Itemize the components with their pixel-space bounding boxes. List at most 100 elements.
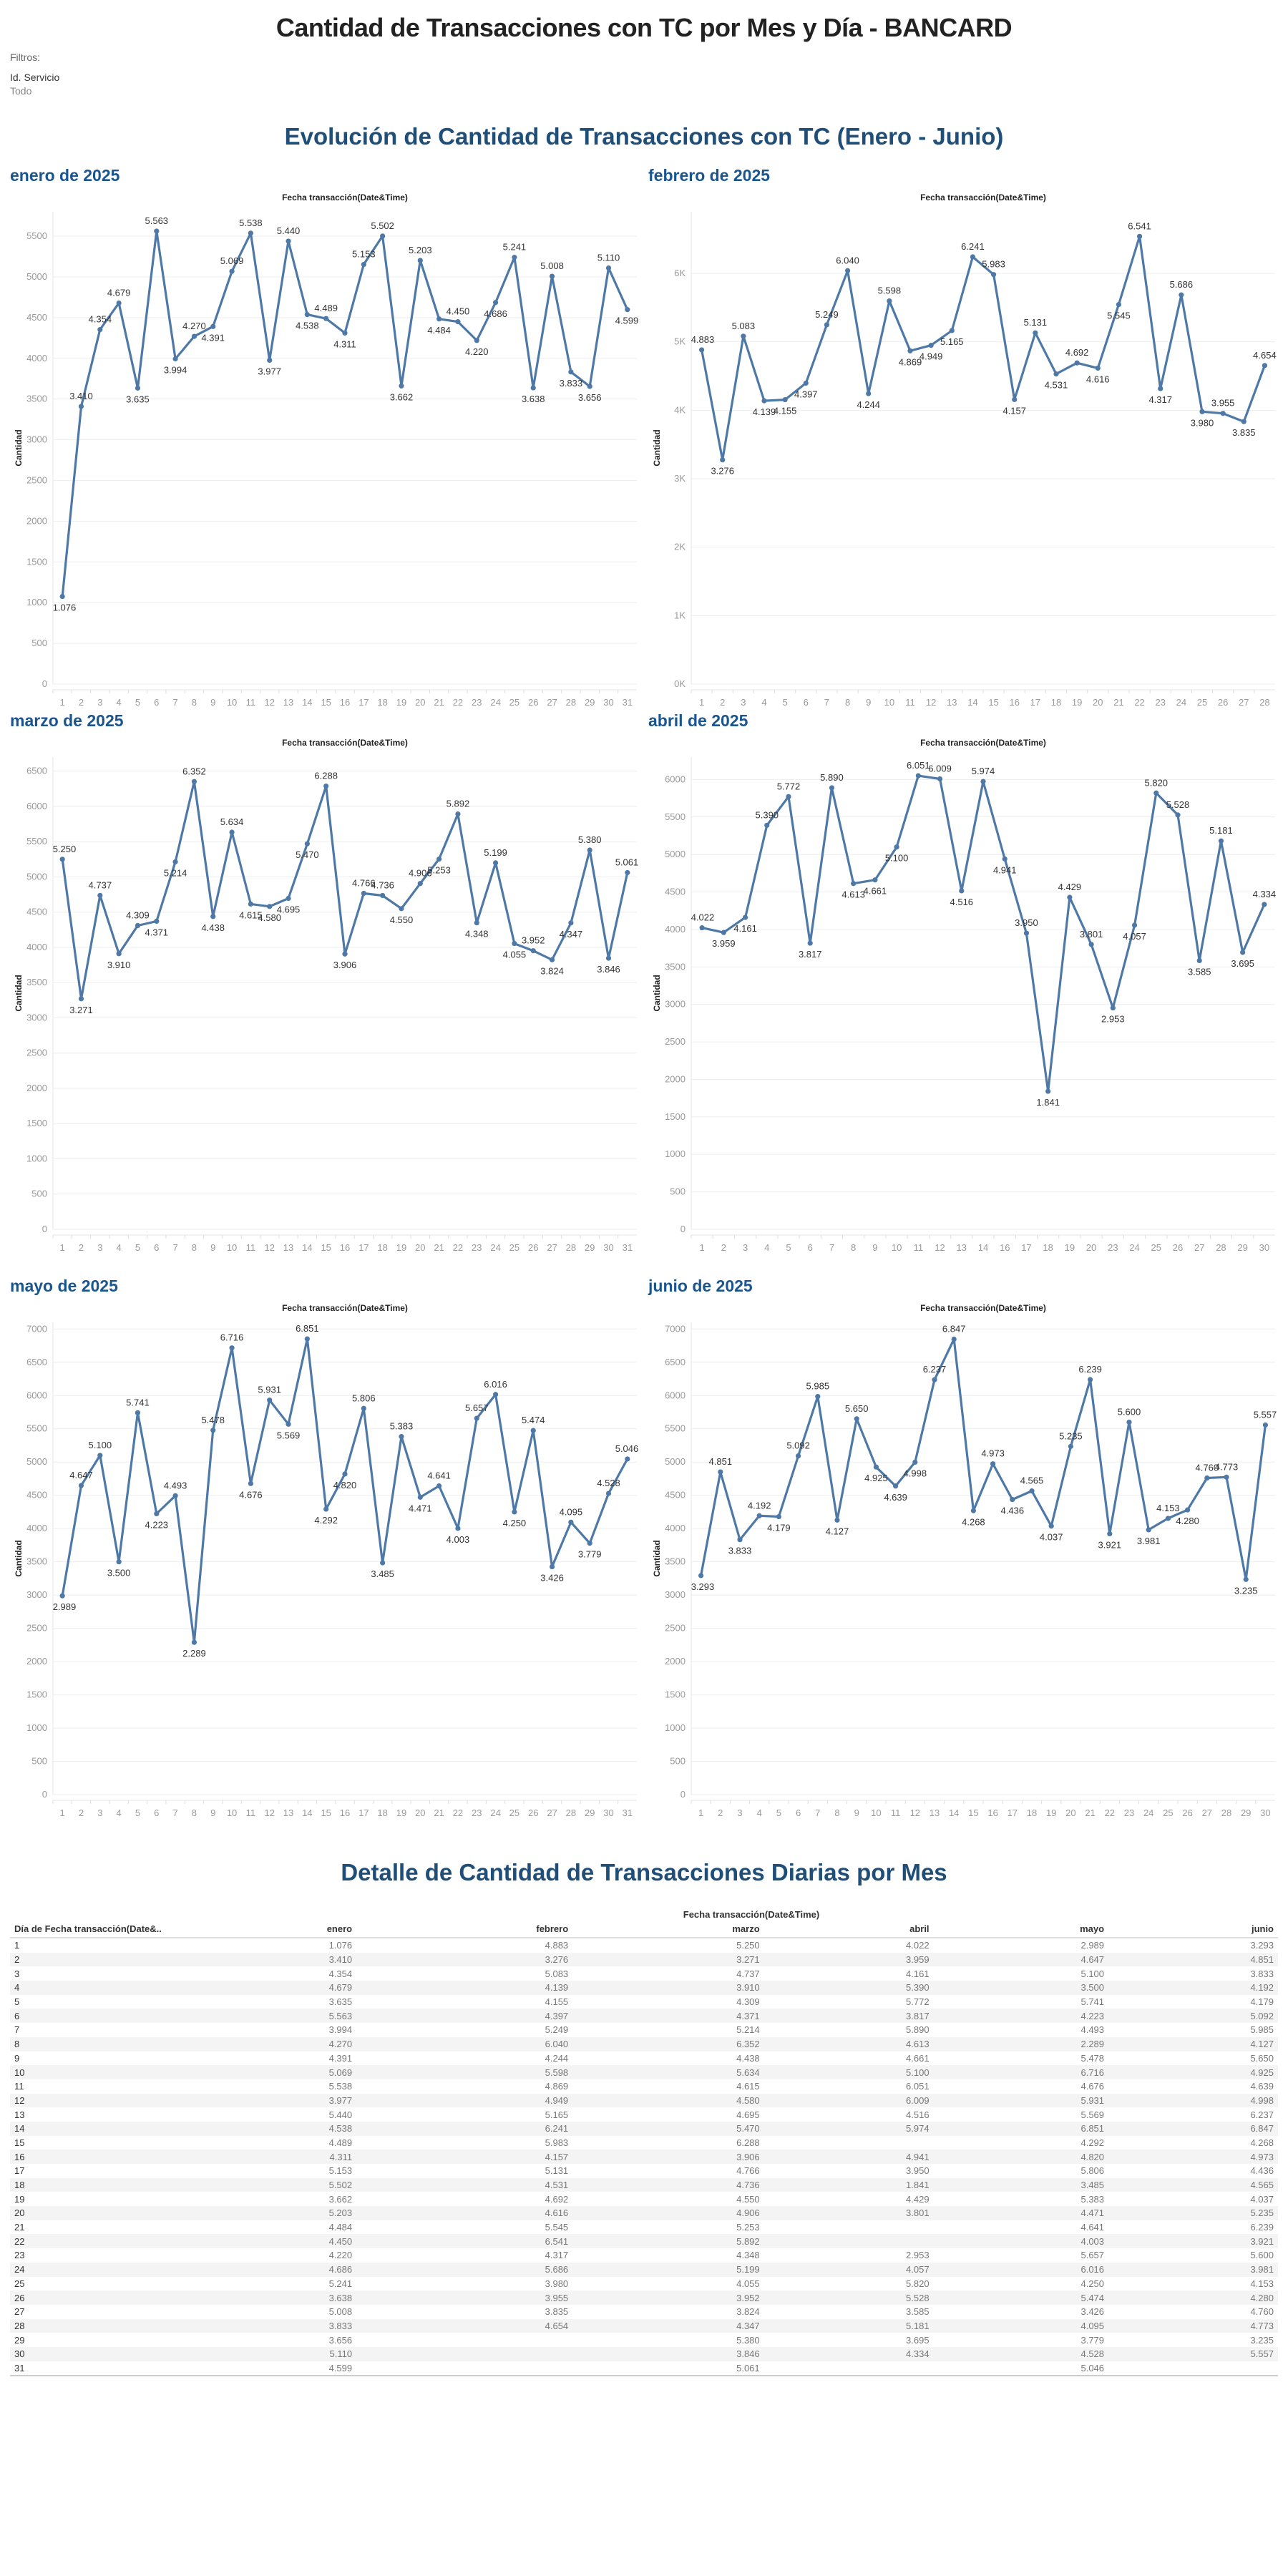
value-cell: 4.022 (906, 1940, 930, 1951)
x-tick-label: 31 (623, 1807, 633, 1818)
value-cell: 6.716 (933, 2065, 1109, 2079)
x-tick-label: 13 (947, 697, 957, 708)
column-header-month[interactable]: junio (1108, 1920, 1278, 1938)
value-cell (356, 2346, 573, 2361)
data-label: 4.766 (352, 878, 376, 889)
data-label: 6.352 (182, 766, 206, 776)
y-tick-label: 500 (670, 1756, 686, 1767)
data-label: 2.953 (1101, 1014, 1125, 1025)
x-tick-label: 23 (1124, 1807, 1134, 1818)
value-cell: 5.241 (328, 2278, 353, 2289)
y-tick-label: 4K (674, 404, 686, 415)
value-cell: 4.599 (176, 2361, 357, 2377)
value-cell (764, 2136, 934, 2150)
data-point (78, 996, 84, 1002)
y-tick-label: 2000 (26, 515, 47, 526)
column-header-month[interactable]: abril (763, 1920, 934, 1938)
value-cell: 5.203 (176, 2206, 357, 2220)
data-point (304, 312, 310, 318)
filter-value[interactable]: Todo (10, 85, 32, 97)
data-label: 4.317 (1148, 394, 1172, 405)
data-point (1224, 1474, 1229, 1480)
data-point (1048, 1523, 1054, 1529)
data-point (625, 1456, 630, 1462)
data-label: 3.638 (522, 394, 545, 404)
month-title: enero de 2025 (10, 166, 120, 185)
y-tick-label: 4500 (665, 1490, 686, 1501)
x-tick-label: 8 (834, 1807, 839, 1818)
value-cell: 3.977 (176, 2093, 357, 2108)
data-point (1243, 1576, 1249, 1582)
value-cell: 4.270 (176, 2036, 357, 2051)
y-tick-label: 1000 (665, 1148, 686, 1159)
x-tick-label: 14 (302, 697, 312, 708)
value-cell: 5.250 (736, 1940, 760, 1951)
data-point (990, 272, 997, 278)
data-label: 4.371 (145, 927, 169, 937)
data-point (361, 890, 366, 897)
value-cell: 4.736 (572, 2177, 764, 2192)
data-point (1088, 1377, 1093, 1382)
value-cell: 5.985 (1250, 2024, 1274, 2036)
x-tick-label: 21 (434, 697, 444, 708)
value-cell: 5.470 (572, 2121, 764, 2136)
x-tick-label: 8 (192, 697, 197, 708)
y-tick-label: 5500 (665, 811, 686, 822)
data-point (436, 316, 442, 322)
x-tick-label: 2 (79, 697, 84, 708)
value-cell: 4.292 (1080, 2137, 1105, 2148)
chart-panel-mayo: mayo de 2025 Fecha transacción(Date&Time… (7, 1277, 644, 1820)
data-point (97, 326, 103, 333)
y-tick-label: 6500 (26, 1357, 47, 1367)
data-label: 5.235 (1059, 1430, 1083, 1441)
detail-table-wrap: Fecha transacción(Date&Time) Día de Fech… (10, 1909, 1278, 2377)
y-tick-label: 4000 (665, 1523, 686, 1533)
x-tick-label: 5 (135, 1807, 140, 1818)
x-tick-label: 11 (246, 1242, 256, 1253)
data-label: 5.131 (1024, 317, 1048, 328)
day-cell: 9 (14, 2052, 20, 2064)
y-tick-label: 5000 (26, 1456, 47, 1467)
day-cell: 26 (10, 2290, 176, 2305)
value-cell: 4.192 (1108, 1981, 1278, 1995)
x-tick-label: 7 (824, 697, 829, 708)
data-label: 5.806 (352, 1392, 376, 1403)
data-point (530, 1428, 536, 1433)
column-header-day[interactable]: Día de Fecha transacción(Date&.. (10, 1920, 176, 1938)
data-label: 5.100 (885, 853, 909, 864)
y-tick-label: 6000 (665, 1390, 686, 1400)
column-header-month[interactable]: mayo (933, 1920, 1109, 1938)
x-tick-label: 3 (97, 1242, 102, 1253)
x-tick-label: 16 (340, 1242, 350, 1253)
column-header-month[interactable]: enero (176, 1920, 357, 1938)
data-point (135, 1410, 141, 1415)
y-axis-title: Cantidad (652, 429, 662, 466)
data-label: 4.599 (615, 316, 639, 326)
data-point (698, 347, 705, 353)
data-point (455, 811, 461, 817)
data-label: 1.076 (53, 602, 77, 613)
x-tick-label: 25 (509, 697, 519, 708)
y-tick-label: 4500 (26, 312, 47, 323)
line-chart-marzo: Fecha transacción(Date&Time) Cantidad 0 500… (14, 738, 638, 1253)
day-cell: 21 (14, 2222, 25, 2233)
value-cell: 4.161 (906, 1968, 930, 1979)
data-label: 3.921 (1098, 1540, 1122, 1551)
x-tick-label: 2 (79, 1807, 84, 1818)
data-label: 4.941 (993, 864, 1017, 875)
y-tick-label: 1000 (665, 1722, 686, 1733)
column-header-month[interactable]: marzo (572, 1920, 764, 1938)
data-point (1110, 1005, 1116, 1011)
x-tick-label: 24 (1143, 1807, 1153, 1818)
data-point (815, 1394, 821, 1400)
value-cell: 4.647 (933, 1952, 1109, 1967)
data-label: 5.203 (409, 245, 432, 255)
data-point (625, 869, 630, 876)
x-tick-label: 20 (415, 697, 425, 708)
data-label: 3.585 (1188, 966, 1211, 977)
x-tick-label: 18 (1043, 1242, 1053, 1253)
data-point (474, 920, 479, 926)
data-point (342, 951, 348, 957)
column-header-month[interactable]: febrero (356, 1920, 573, 1938)
chart-panel-abril: abril de 2025 Fecha transacción(Date&Tim… (645, 711, 1282, 1255)
